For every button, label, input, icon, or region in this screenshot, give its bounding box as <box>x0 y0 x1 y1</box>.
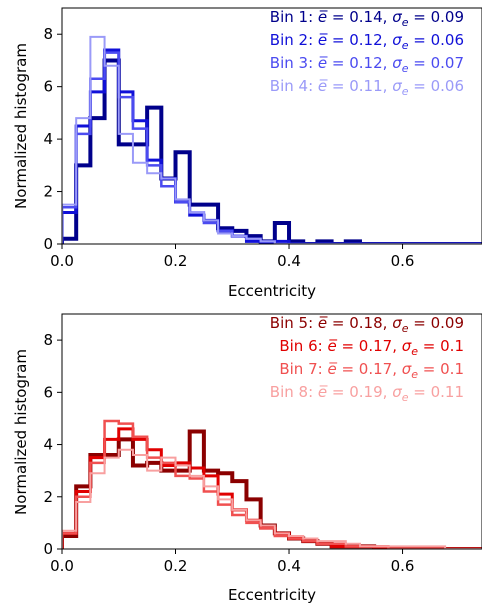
bottom-xtick-label: 0.2 <box>164 557 188 575</box>
top-xlabel: Eccentricity <box>228 282 316 300</box>
top-legend-part: Bin 2: <box>270 31 318 49</box>
top-legend-part: Bin 1: <box>270 8 318 26</box>
bottom-ytick-label: 6 <box>43 383 53 401</box>
bottom-legend-part: Bin 7: <box>279 360 327 378</box>
top-ytick-label: 8 <box>43 25 53 43</box>
bottom-ytick-label: 2 <box>43 488 53 506</box>
top-xtick-label: 0.2 <box>164 252 188 270</box>
top-legend-part: = 0.09 <box>408 8 464 26</box>
bottom-legend-part: Bin 5: <box>270 314 318 332</box>
top-legend-part: = 0.07 <box>408 54 464 72</box>
top-legend-part: Bin 4: <box>270 77 318 95</box>
top-legend-part: = 0.06 <box>408 31 464 49</box>
top-legend-part: e <box>402 62 409 75</box>
bottom-legend-part: e̅ <box>327 360 338 378</box>
top-legend-part: e̅ <box>318 8 329 26</box>
top-axes-frame <box>61 7 482 245</box>
bottom-legend-part: σ <box>402 337 412 355</box>
bottom-xtick-label: 0.4 <box>277 557 301 575</box>
bottom-xtick-label: 0.6 <box>391 557 415 575</box>
top-legend-part: e <box>402 85 409 98</box>
top-legend-part: e <box>402 16 409 29</box>
top-legend-entry: Bin 2: e̅ = 0.12, σe = 0.06 <box>270 31 464 52</box>
bottom-legend-part: = 0.1 <box>418 360 464 378</box>
top-legend-entry: Bin 1: e̅ = 0.14, σe = 0.09 <box>270 8 464 29</box>
bottom-ytick-label: 8 <box>43 331 53 349</box>
top-ytick-label: 0 <box>43 235 53 253</box>
top-ylabel: Normalized histogram <box>12 43 30 209</box>
top-ytick-label: 4 <box>43 130 53 148</box>
bottom-legend-part: = 0.19, <box>327 383 392 401</box>
bottom-legend-part: σ <box>402 360 412 378</box>
bottom-legend-part: e̅ <box>327 337 338 355</box>
top-ytick-label: 2 <box>43 183 53 201</box>
top-histogram-panel: Normalized histogram Eccentricity 0.0 0.2… <box>12 7 482 300</box>
top-legend-part: σ <box>392 31 402 49</box>
top-legend-part: e̅ <box>318 31 329 49</box>
top-xtick-label: 0.6 <box>391 252 415 270</box>
top-ytick-label: 6 <box>43 78 53 96</box>
bottom-histogram-bin-6 <box>62 427 482 549</box>
bottom-legend-part: = 0.17, <box>337 337 402 355</box>
top-xtick-label: 0.4 <box>277 252 301 270</box>
top-legend-part: σ <box>392 77 402 95</box>
bottom-legend-part: = 0.11 <box>408 383 464 401</box>
bottom-legend-entry: Bin 5: e̅ = 0.18, σe = 0.09 <box>270 314 464 335</box>
bottom-legend-part: σ <box>392 383 402 401</box>
bottom-legend-part: e̅ <box>318 314 329 332</box>
top-legend-part: σ <box>392 54 402 72</box>
bottom-axes-frame <box>61 313 482 550</box>
bottom-histogram-panel: Normalized histogram Eccentricity 0.0 0.2… <box>12 313 482 604</box>
top-legend-part: = 0.14, <box>327 8 392 26</box>
bottom-legend-part: e <box>402 322 409 335</box>
bottom-xlabel: Eccentricity <box>228 586 316 604</box>
top-legend-entry: Bin 4: e̅ = 0.11, σe = 0.06 <box>270 77 464 98</box>
bottom-histogram-bin-8 <box>62 448 482 549</box>
bottom-legend-entry: Bin 6: e̅ = 0.17, σe = 0.1 <box>279 337 464 358</box>
bottom-legend-part: e̅ <box>318 383 329 401</box>
top-xtick-label: 0.0 <box>50 252 74 270</box>
bottom-legend-part: = 0.17, <box>337 360 402 378</box>
top-legend-part: = 0.12, <box>327 31 392 49</box>
top-legend-part: = 0.12, <box>327 54 392 72</box>
top-legend-part: Bin 3: <box>270 54 318 72</box>
top-legend-part: e̅ <box>318 54 329 72</box>
bottom-ytick-label: 0 <box>43 540 53 558</box>
bottom-legend-part: e <box>411 345 418 358</box>
top-legend-part: e̅ <box>318 77 329 95</box>
bottom-legend-part: = 0.09 <box>408 314 464 332</box>
bottom-legend-part: σ <box>392 314 402 332</box>
bottom-legend-part: e <box>411 368 418 381</box>
bottom-legend-part: = 0.1 <box>418 337 464 355</box>
bottom-ylabel: Normalized histogram <box>12 349 30 515</box>
top-series-group <box>62 35 482 244</box>
top-histogram-bin-4 <box>62 35 482 244</box>
top-legend-entry: Bin 3: e̅ = 0.12, σe = 0.07 <box>270 54 464 75</box>
top-legend-part: = 0.11, <box>327 77 392 95</box>
bottom-legend-part: e <box>402 391 409 404</box>
bottom-legend-part: Bin 6: <box>279 337 327 355</box>
bottom-legend-entry: Bin 8: e̅ = 0.19, σe = 0.11 <box>270 383 464 404</box>
bottom-series-group <box>62 419 482 549</box>
top-legend-part: = 0.06 <box>408 77 464 95</box>
bottom-legend-part: = 0.18, <box>327 314 392 332</box>
bottom-legend-part: Bin 8: <box>270 383 318 401</box>
bottom-ytick-label: 4 <box>43 436 53 454</box>
top-legend-part: σ <box>392 8 402 26</box>
bottom-xtick-label: 0.0 <box>50 557 74 575</box>
bottom-legend-entry: Bin 7: e̅ = 0.17, σe = 0.1 <box>279 360 464 381</box>
top-legend-part: e <box>402 39 409 52</box>
